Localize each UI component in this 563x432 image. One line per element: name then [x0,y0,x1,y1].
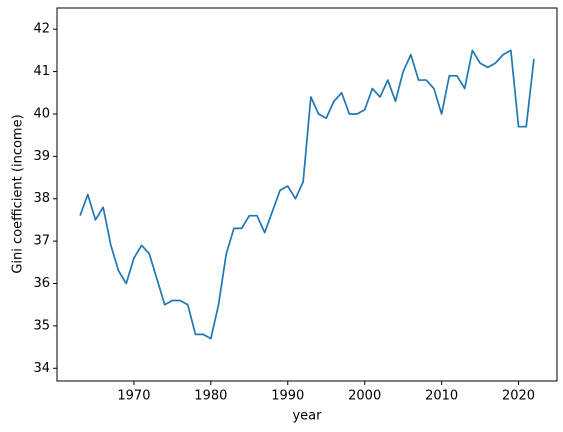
x-tick-label: 2020 [502,389,535,404]
y-tick-label: 41 [33,64,50,79]
y-tick-label: 39 [33,149,50,164]
x-tick-label: 1980 [194,389,227,404]
y-tick-label: 35 [33,318,50,333]
x-tick-label: 2000 [348,389,381,404]
x-tick-label: 2010 [425,389,458,404]
y-tick-label: 40 [33,106,50,121]
y-tick-label: 42 [33,22,50,37]
y-tick-label: 38 [33,191,50,206]
y-tick-label: 34 [33,361,50,376]
y-tick-label: 36 [33,276,50,291]
data-line [79,49,535,340]
plot-frame [56,7,558,382]
y-tick-label: 37 [33,234,50,249]
x-tick-label: 1990 [271,389,304,404]
x-axis-label: year [292,409,322,424]
x-tick-label: 1970 [117,389,150,404]
y-axis-label: Gini coefficient (income) [11,114,26,273]
